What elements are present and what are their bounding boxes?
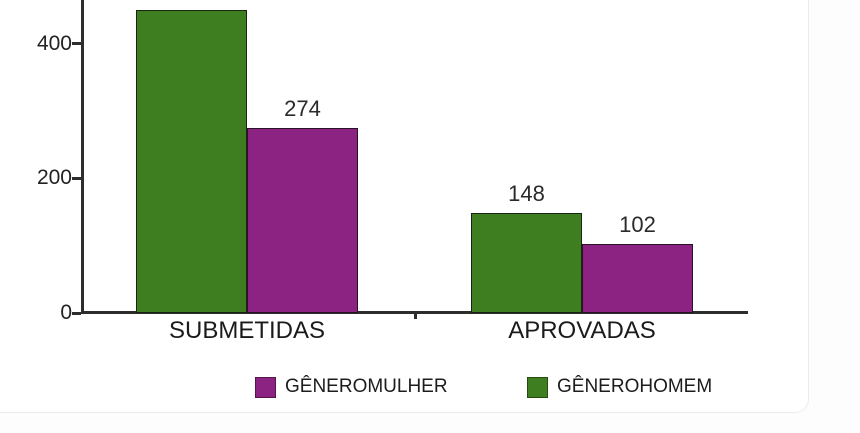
legend-label: GÊNEROMULHER [285,376,448,397]
bar-gênerohomem-aprovadas [471,213,582,313]
bar-value-label: 274 [284,96,321,122]
bar-value-label: 148 [508,181,545,207]
y-tick-label: 0 [60,301,72,324]
y-tick-mark [72,176,81,180]
legend-label: GÊNEROHOMEM [557,376,713,397]
x-axis-line [81,311,748,314]
x-axis-minor-tick [414,313,417,319]
y-axis-line [81,0,84,314]
x-category-label-submetidas: SUBMETIDAS [168,317,326,344]
bar-gênerohomem-submetidas [136,9,247,313]
y-tick-label: 200 [36,166,72,190]
y-tick-label: 400 [36,31,72,55]
legend-swatch-icon [255,376,276,398]
legend-item-gêneromulher: GÊNEROMULHER [255,376,448,398]
chart-card [0,0,809,413]
bar-value-label: 102 [619,212,656,238]
bar-gêneromulher-aprovadas [582,244,693,313]
legend-item-gênerohomem: GÊNEROHOMEM [527,376,712,398]
bar-gêneromulher-submetidas [247,128,358,313]
x-category-label-aprovadas: APROVADAS [508,317,656,344]
legend-swatch-icon [527,376,548,398]
y-tick-mark [72,311,81,315]
y-tick-mark [72,42,81,45]
